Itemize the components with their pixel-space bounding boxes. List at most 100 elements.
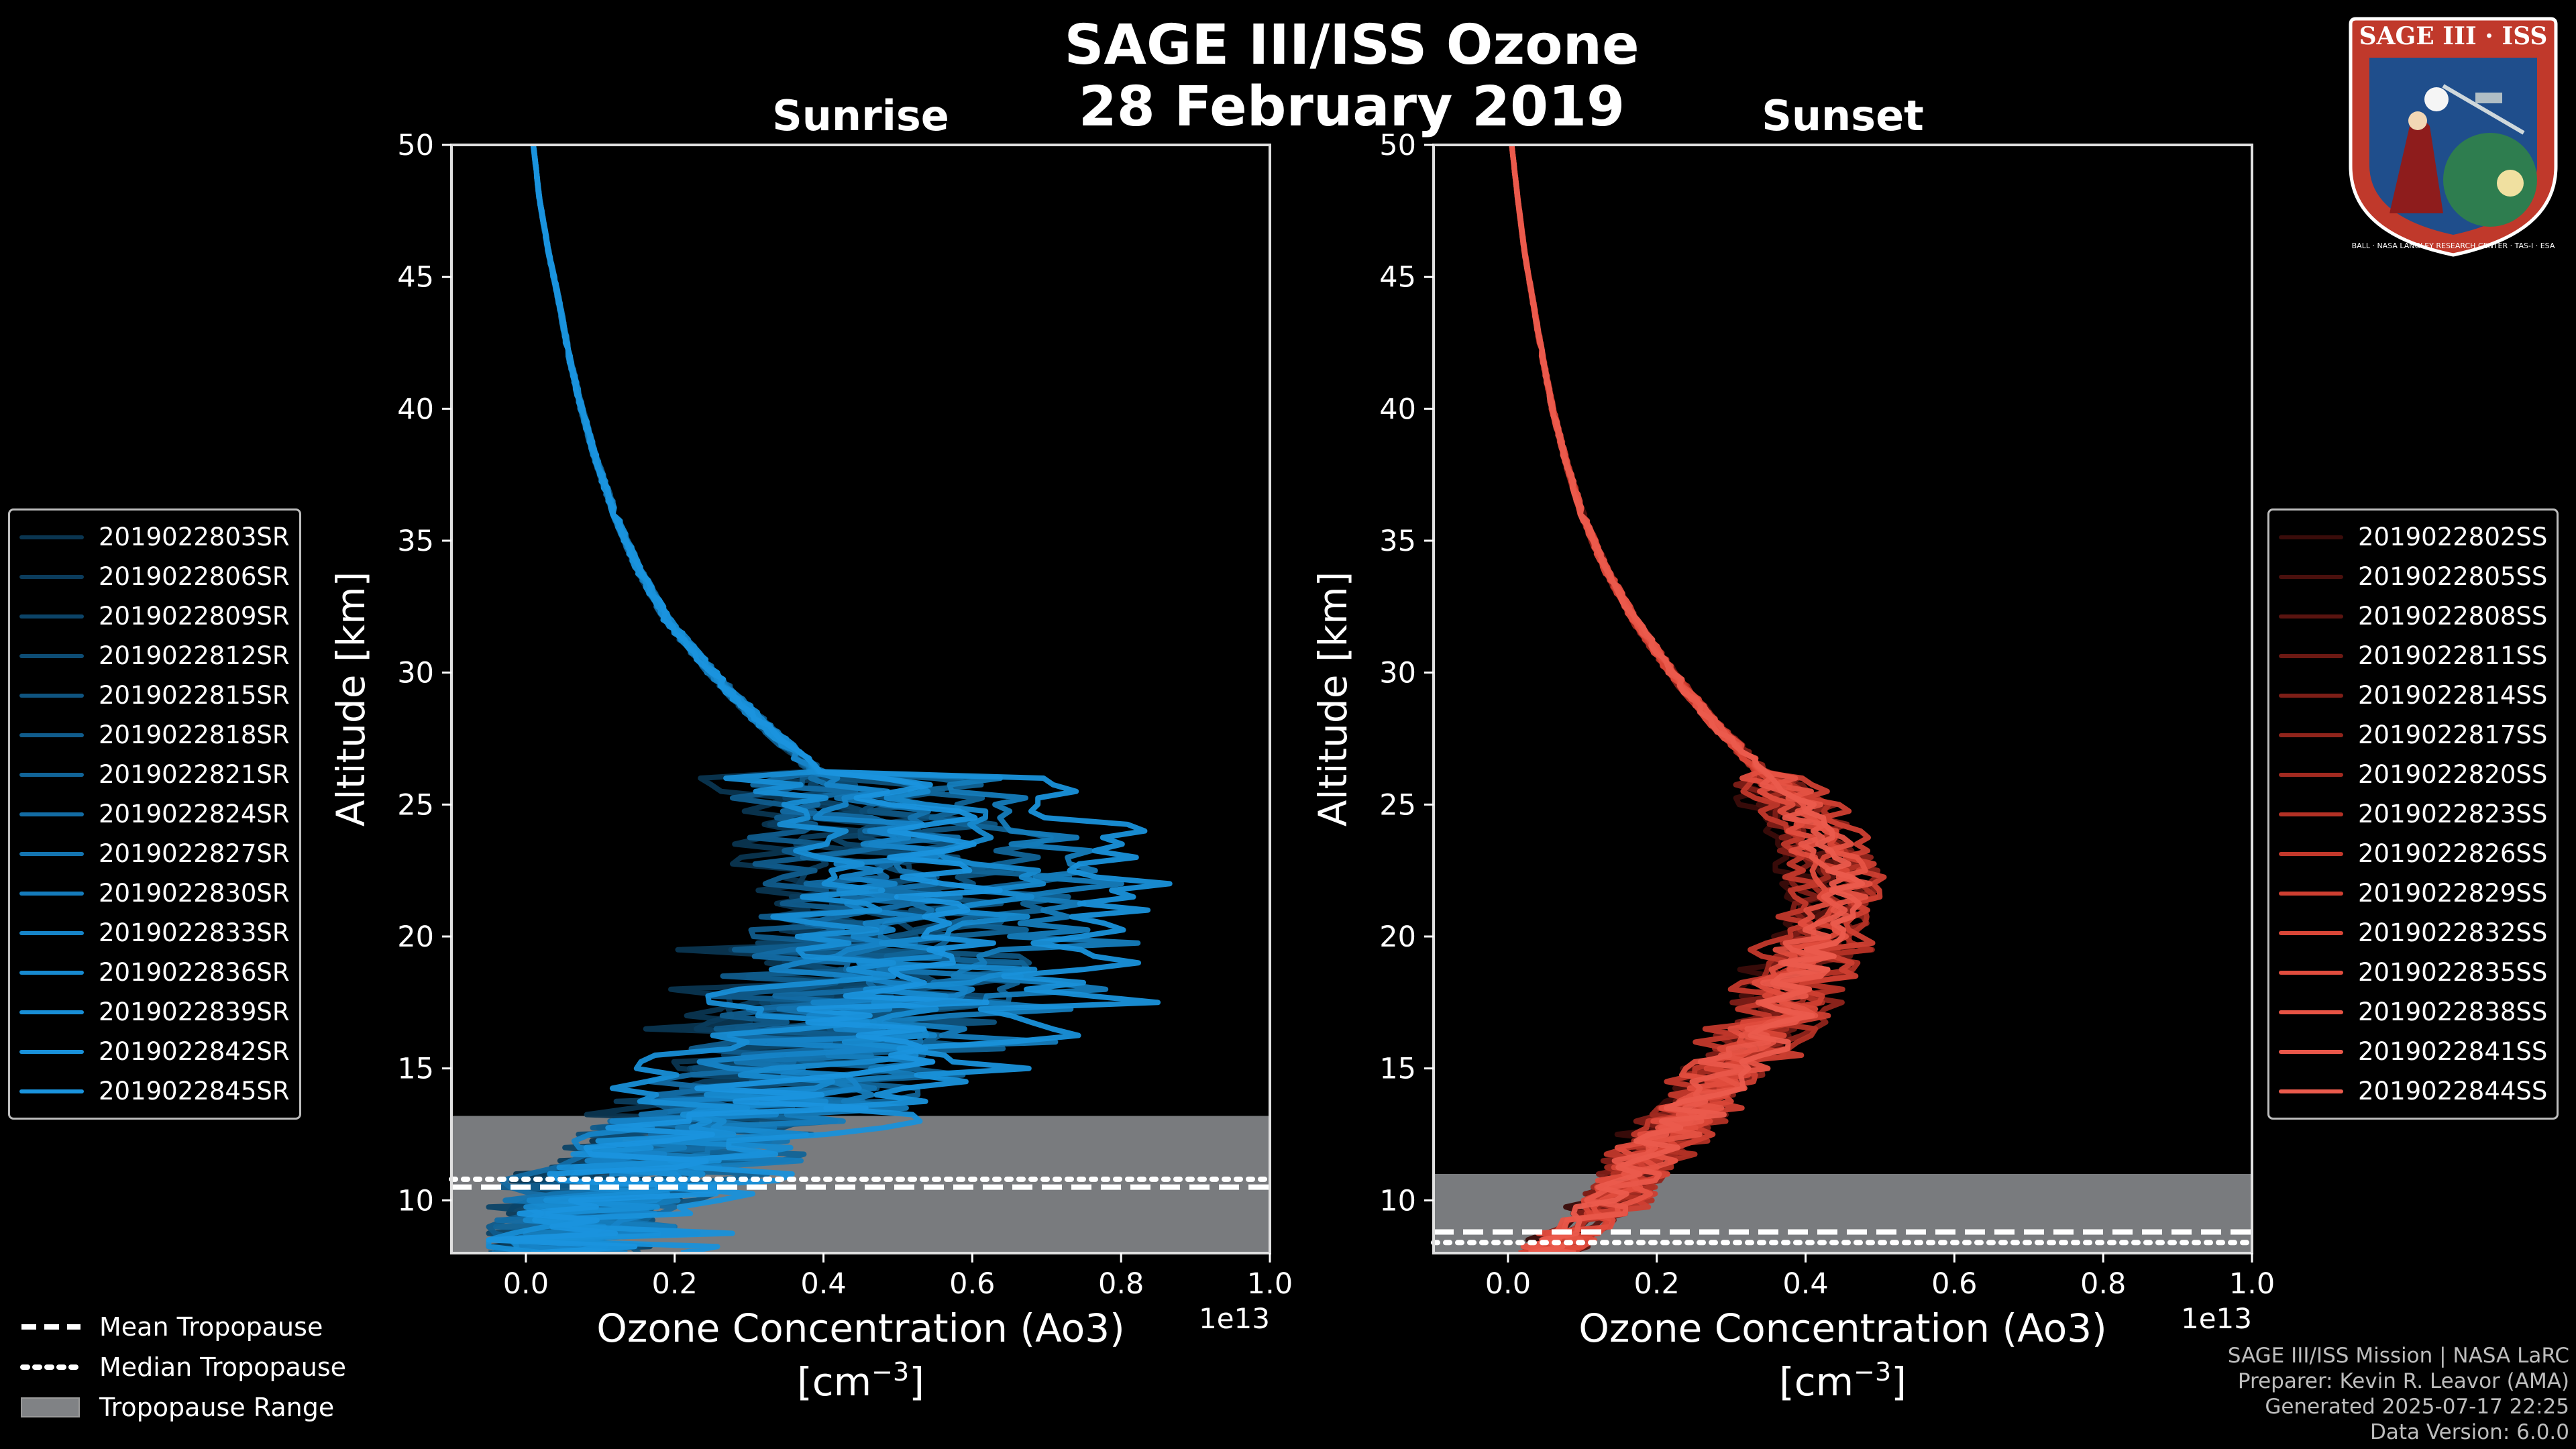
sunrise-xlabel-units-close: ] — [909, 1359, 924, 1405]
legend-entry-2019022814SS: 2019022814SS — [2279, 676, 2547, 715]
sunset-xtick-label: 0.6 — [1931, 1267, 1977, 1301]
legend-swatch — [2279, 930, 2343, 935]
legend-entry-2019022824SR: 2019022824SR — [19, 794, 290, 834]
legend-entry-2019022803SR: 2019022803SR — [19, 517, 290, 557]
legend-label: 2019022844SS — [2358, 1077, 2548, 1106]
legend-swatch — [19, 970, 84, 975]
legend-entry-2019022812SR: 2019022812SR — [19, 636, 290, 676]
sunset-xtick-label: 0.8 — [2080, 1267, 2126, 1301]
sunrise-xtick-label: 0.0 — [503, 1267, 549, 1301]
legend-swatch — [2279, 812, 2343, 816]
sunset-panel-title: Sunset — [1762, 91, 1924, 140]
sunrise-ytick-label: 15 — [397, 1053, 434, 1086]
legend-swatch — [2279, 535, 2343, 539]
legend-swatch — [19, 653, 84, 658]
sunset-xlabel-units-open: [cm — [1779, 1359, 1854, 1405]
sunset-series-group — [1509, 145, 1887, 1253]
sunrise-series-group — [486, 145, 1173, 1253]
sunset-xtick-label: 0.2 — [1634, 1267, 1680, 1301]
sunset-ytick-label: 25 — [1379, 788, 1416, 822]
legend-label: 2019022839SR — [99, 998, 290, 1026]
legend-label: 2019022830SR — [99, 879, 290, 908]
sage-iss-logo: SAGE III · ISS BALL · NASA LANGLEY RESEA… — [2349, 17, 2558, 257]
legend-swatch — [2279, 970, 2343, 975]
legend-entry-2019022827SR: 2019022827SR — [19, 834, 290, 873]
legend-swatch — [2279, 1010, 2343, 1014]
footer-credits: SAGE III/ISS Mission | NASA LaRC Prepare… — [2228, 1343, 2569, 1445]
legend-entry-2019022841SS: 2019022841SS — [2279, 1032, 2547, 1071]
key-mean-label: Mean Tropopause — [99, 1312, 323, 1342]
sunset-xlabel-units-close: ] — [1891, 1359, 1907, 1405]
dashed-line-icon — [21, 1324, 80, 1330]
legend-swatch — [19, 930, 84, 935]
legend-entry-2019022820SS: 2019022820SS — [2279, 755, 2547, 794]
legend-entry-2019022829SS: 2019022829SS — [2279, 873, 2547, 913]
legend-swatch — [2279, 1049, 2343, 1054]
logo-title: SAGE III · ISS — [2359, 22, 2548, 50]
legend-label: 2019022803SR — [99, 523, 290, 551]
legend-entry-2019022815SR: 2019022815SR — [19, 676, 290, 715]
legend-label: 2019022808SS — [2358, 602, 2548, 631]
sunset-axes-frame — [1432, 144, 2253, 1254]
sunrise-ytick-label: 30 — [397, 657, 434, 690]
legend-label: 2019022826SS — [2358, 839, 2548, 868]
legend-label: 2019022818SR — [99, 720, 290, 749]
sunrise-ytick-label: 40 — [397, 392, 434, 426]
legend-entry-2019022836SR: 2019022836SR — [19, 953, 290, 992]
legend-entry-2019022808SS: 2019022808SS — [2279, 596, 2547, 636]
legend-swatch — [19, 574, 84, 579]
key-mean: Mean Tropopause — [20, 1307, 346, 1347]
legend-label: 2019022821SR — [99, 760, 290, 789]
legend-label: 2019022806SR — [99, 562, 290, 591]
sunset-ytick-label: 30 — [1379, 657, 1416, 690]
legend-swatch — [2279, 891, 2343, 896]
legend-label: 2019022829SS — [2358, 879, 2548, 908]
figure-title-line2: 28 February 2019 — [1078, 75, 1625, 139]
legend-label: 2019022827SR — [99, 839, 290, 868]
tropopause-key: Mean Tropopause Median Tropopause Tropop… — [20, 1307, 346, 1428]
footer-line: Generated 2025-07-17 22:25 — [2265, 1395, 2569, 1419]
sunrise-xlabel-units: [cm−3] — [797, 1357, 924, 1405]
legend-entry-2019022838SS: 2019022838SS — [2279, 992, 2547, 1032]
legend-swatch — [19, 535, 84, 539]
legend-swatch — [19, 1049, 84, 1054]
legend-entry-2019022832SS: 2019022832SS — [2279, 913, 2547, 953]
range-swatch-icon — [21, 1397, 80, 1417]
sunset-legend: 2019022802SS 2019022805SS 2019022808SS 2019… — [2267, 508, 2559, 1120]
sunrise-panel: 0.0 0.2 0.4 0.6 0.8 1.0 10 15 20 25 30 35 40 45 50 1e13… — [328, 91, 1293, 1405]
legend-label: 2019022814SS — [2358, 681, 2548, 710]
legend-entry-2019022830SR: 2019022830SR — [19, 873, 290, 913]
legend-label: 2019022802SS — [2358, 523, 2548, 551]
sunset-x-scale-note: 1e13 — [2181, 1302, 2252, 1335]
sunset-xlabel-exponent: −3 — [1854, 1357, 1891, 1387]
legend-entry-2019022833SR: 2019022833SR — [19, 913, 290, 953]
sunset-ylabel: Altitude [km] — [1310, 572, 1356, 826]
sunset-ytick-label: 45 — [1379, 261, 1416, 294]
sunrise-xlabel: Ozone Concentration (Ao3) — [596, 1305, 1125, 1351]
legend-swatch — [19, 733, 84, 737]
legend-label: 2019022832SS — [2358, 918, 2548, 947]
sunrise-ytick-label: 20 — [397, 920, 434, 954]
legend-label: 2019022833SR — [99, 918, 290, 947]
legend-label: 2019022815SR — [99, 681, 290, 710]
sunset-xlabel-units: [cm−3] — [1779, 1357, 1907, 1405]
legend-swatch — [2279, 693, 2343, 698]
sunrise-ytick-label: 50 — [397, 129, 434, 162]
series-line-2019022844SS — [1509, 145, 1866, 1253]
sunset-ytick-label: 15 — [1379, 1053, 1416, 1086]
legend-label: 2019022841SS — [2358, 1037, 2548, 1066]
sunset-xtick-label: 1.0 — [2229, 1267, 2275, 1301]
sunrise-xtick-label: 0.8 — [1098, 1267, 1144, 1301]
legend-entry-2019022835SS: 2019022835SS — [2279, 953, 2547, 992]
legend-label: 2019022817SS — [2358, 720, 2548, 749]
sunrise-ytick-label: 35 — [397, 525, 434, 558]
legend-entry-2019022817SS: 2019022817SS — [2279, 715, 2547, 755]
sunset-ytick-label: 40 — [1379, 392, 1416, 426]
sunrise-xlabel-units-open: [cm — [797, 1359, 871, 1405]
logo-ring-text: BALL · NASA LANGLEY RESEARCH CENTER · TA… — [2352, 241, 2555, 250]
legend-label: 2019022805SS — [2358, 562, 2548, 591]
sunrise-panel-title: Sunrise — [772, 91, 949, 140]
legend-label: 2019022835SS — [2358, 958, 2548, 987]
legend-entry-2019022842SR: 2019022842SR — [19, 1032, 290, 1071]
sunrise-xtick-label: 0.6 — [949, 1267, 995, 1301]
